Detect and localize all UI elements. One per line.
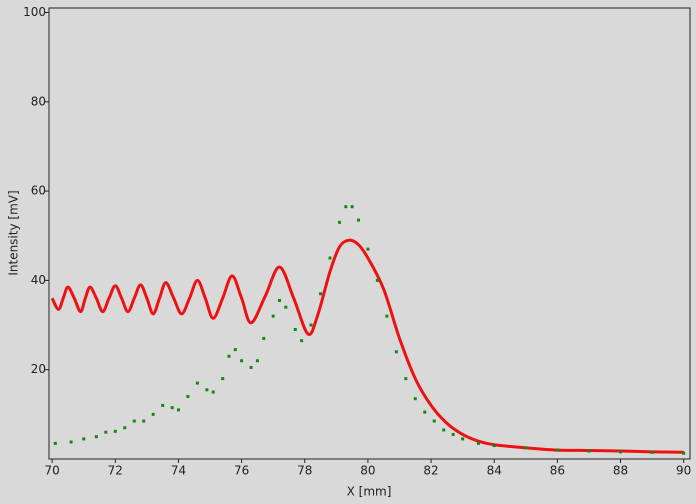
marker bbox=[94, 435, 98, 439]
marker bbox=[356, 218, 360, 222]
marker bbox=[113, 429, 117, 433]
marker bbox=[132, 419, 136, 423]
marker bbox=[278, 298, 282, 302]
marker bbox=[338, 220, 342, 224]
marker bbox=[123, 426, 127, 430]
x-tick-label: 74 bbox=[171, 464, 186, 478]
marker bbox=[309, 323, 313, 327]
marker bbox=[53, 441, 57, 445]
marker bbox=[423, 410, 427, 414]
marker bbox=[240, 359, 244, 363]
marker bbox=[492, 444, 496, 448]
marker bbox=[350, 205, 354, 209]
y-axis-label: Intensity [mV] bbox=[7, 190, 21, 275]
marker bbox=[186, 394, 190, 398]
x-tick-label: 76 bbox=[234, 464, 249, 478]
x-tick-label: 82 bbox=[423, 464, 438, 478]
marker bbox=[151, 412, 155, 416]
y-tick-label: 60 bbox=[31, 184, 46, 198]
x-tick-label: 70 bbox=[45, 464, 60, 478]
marker bbox=[227, 354, 231, 358]
marker bbox=[249, 365, 253, 369]
x-tick-label: 72 bbox=[108, 464, 123, 478]
marker bbox=[375, 278, 379, 282]
marker bbox=[262, 336, 266, 340]
y-tick-label: 40 bbox=[31, 273, 46, 287]
marker bbox=[142, 419, 146, 423]
marker bbox=[404, 377, 408, 381]
marker bbox=[300, 339, 304, 343]
marker bbox=[104, 430, 108, 434]
marker bbox=[293, 328, 297, 332]
x-axis-label: X [mm] bbox=[347, 485, 392, 499]
marker bbox=[69, 440, 73, 444]
marker bbox=[682, 451, 686, 455]
marker bbox=[82, 437, 86, 441]
marker bbox=[524, 446, 528, 450]
x-tick-label: 80 bbox=[360, 464, 375, 478]
x-tick-label: 84 bbox=[487, 464, 502, 478]
marker bbox=[328, 256, 332, 260]
marker bbox=[176, 408, 180, 412]
marker bbox=[461, 437, 465, 441]
marker bbox=[319, 292, 323, 296]
marker bbox=[211, 390, 215, 394]
marker bbox=[161, 403, 165, 407]
marker bbox=[255, 359, 259, 363]
marker bbox=[619, 450, 623, 454]
y-tick-label: 80 bbox=[31, 94, 46, 108]
marker bbox=[555, 448, 559, 452]
marker bbox=[170, 406, 174, 410]
marker bbox=[366, 247, 370, 251]
y-tick-label: 100 bbox=[23, 5, 46, 19]
marker bbox=[413, 397, 417, 401]
marker bbox=[195, 381, 199, 385]
plot-area bbox=[48, 7, 691, 460]
marker bbox=[385, 314, 389, 318]
x-tick-label: 90 bbox=[676, 464, 691, 478]
marker bbox=[587, 449, 591, 453]
x-tick-label: 78 bbox=[297, 464, 312, 478]
marker bbox=[650, 450, 654, 454]
marker bbox=[394, 350, 398, 354]
marker bbox=[205, 388, 209, 392]
marker bbox=[221, 377, 225, 381]
marker bbox=[476, 441, 480, 445]
marker bbox=[344, 205, 348, 209]
x-tick-label: 88 bbox=[613, 464, 628, 478]
marker bbox=[284, 305, 288, 309]
line bbox=[50, 238, 684, 454]
y-tick-label: 20 bbox=[31, 362, 46, 376]
x-tick-label: 86 bbox=[550, 464, 565, 478]
marker bbox=[442, 428, 446, 432]
marker bbox=[432, 419, 436, 423]
marker bbox=[233, 348, 237, 352]
marker bbox=[451, 432, 455, 436]
marker bbox=[271, 314, 275, 318]
